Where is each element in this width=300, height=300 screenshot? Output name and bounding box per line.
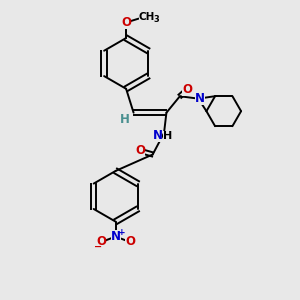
Text: −: − [94, 242, 102, 251]
Text: +: + [118, 228, 125, 237]
Text: N: N [195, 92, 205, 105]
Text: H: H [163, 131, 172, 141]
Text: O: O [125, 236, 135, 248]
Text: O: O [182, 83, 192, 96]
Text: O: O [121, 16, 131, 29]
Text: O: O [135, 144, 145, 158]
Text: N: N [111, 230, 121, 243]
Text: 3: 3 [153, 15, 159, 24]
Text: O: O [96, 236, 106, 248]
Text: CH: CH [139, 12, 155, 22]
Text: N: N [152, 130, 163, 142]
Text: H: H [120, 113, 130, 126]
